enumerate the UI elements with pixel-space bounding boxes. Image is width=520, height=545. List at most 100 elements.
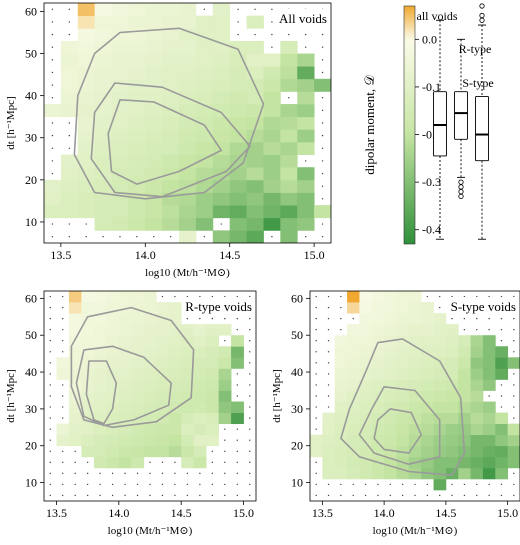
heatmap-cell (246, 192, 264, 206)
empty-cell-dot (74, 494, 76, 497)
heatmap-cell (181, 412, 195, 425)
empty-cell-dot (304, 235, 307, 238)
heatmap-cell (445, 346, 459, 358)
heatmap-cell (128, 116, 146, 130)
heatmap-cell (297, 192, 315, 206)
heatmap-cell (359, 313, 373, 325)
heatmap-cell (347, 379, 360, 391)
heatmap-cell (347, 335, 360, 347)
heatmap-cell (193, 434, 207, 447)
empty-cell-dot (111, 494, 114, 497)
empty-cell-dot (51, 84, 54, 86)
heatmap-cell (181, 434, 195, 447)
empty-cell-dot (62, 483, 64, 486)
heatmap-cell (212, 78, 231, 92)
empty-cell-dot (99, 472, 101, 475)
empty-cell-dot (352, 483, 354, 486)
outlier-point (479, 3, 485, 9)
empty-cell-dot (51, 33, 54, 36)
heatmap-cell (433, 357, 447, 369)
x-tick-label: 15.0 (233, 506, 254, 520)
empty-cell-dot (340, 494, 342, 497)
heatmap-cell (408, 379, 422, 391)
heatmap-cell (334, 456, 348, 469)
heatmap-cell (128, 192, 146, 206)
heatmap-cell (94, 3, 112, 17)
heatmap-cell (118, 313, 132, 325)
empty-cell-dot (340, 483, 342, 486)
heatmap-cell (179, 78, 197, 92)
empty-cell-dot (340, 317, 342, 320)
empty-cell-dot (271, 21, 273, 23)
empty-cell-dot (51, 134, 54, 137)
empty-cell-dot (315, 406, 317, 408)
empty-cell-dot (271, 8, 273, 11)
heatmap-cell (118, 379, 132, 391)
heatmap-cell (384, 423, 397, 436)
empty-cell-dot (224, 494, 226, 497)
heatmap-cell (68, 291, 82, 303)
heatmap-cell (458, 412, 471, 425)
heatmap-cell (68, 346, 82, 358)
heatmap-cell (396, 335, 410, 347)
heatmap-cell (359, 302, 373, 314)
heatmap-cell (212, 3, 231, 17)
heatmap-cell (263, 66, 281, 80)
heatmap-cell (193, 390, 207, 402)
y-tick-label: 20 (25, 173, 37, 187)
empty-cell-dot (169, 235, 172, 238)
heatmap-cell (81, 324, 95, 336)
heatmap-cell (495, 445, 509, 458)
heatmap-cell (56, 423, 70, 436)
empty-cell-dot (315, 306, 317, 309)
heatmap-cell (156, 313, 170, 325)
heatmap-cell (111, 205, 129, 219)
heatmap-cell (145, 78, 163, 92)
heatmap-cell (280, 179, 298, 193)
heatmap-cell (118, 401, 132, 413)
heatmap-cell (156, 390, 170, 402)
heatmap-cell (68, 412, 82, 425)
heatmap-cell (93, 401, 107, 413)
heatmap-cell (384, 434, 397, 447)
heatmap-cell (229, 167, 247, 181)
heatmap-cell (334, 346, 348, 358)
heatmap-cell (458, 434, 471, 447)
heatmap-cell (229, 40, 247, 54)
heatmap-cell (181, 324, 195, 336)
heatmap-cell (143, 423, 157, 436)
heatmap-cell (347, 401, 360, 413)
heatmap-cell (156, 324, 170, 336)
empty-cell-dot (271, 46, 273, 48)
heatmap-cell (396, 412, 410, 425)
heatmap-cell (229, 116, 247, 130)
heatmap-cell (162, 28, 180, 42)
heatmap-cell (359, 456, 373, 469)
heatmap-cell (181, 368, 195, 380)
heatmap-cell (106, 346, 120, 358)
heatmap-cell (408, 434, 422, 447)
heatmap-cell (77, 40, 96, 54)
empty-cell-dot (74, 450, 76, 452)
empty-cell-dot (321, 223, 324, 225)
heatmap-cell (68, 423, 82, 436)
heatmap-cell (168, 445, 182, 458)
heatmap-cell (111, 53, 129, 67)
heatmap-cell (212, 53, 231, 67)
heatmap-cell (56, 368, 70, 380)
heatmap-cell (145, 104, 163, 118)
heatmap-cell (193, 324, 207, 336)
empty-cell-dot (340, 328, 342, 331)
heatmap-cell (314, 205, 331, 219)
heatmap-cell (421, 412, 434, 425)
empty-cell-dot (315, 317, 317, 320)
empty-cell-dot (513, 483, 515, 486)
heatmap-cell (77, 15, 96, 29)
outlier-point (458, 189, 464, 195)
heatmap-cell (118, 456, 132, 469)
empty-cell-dot (340, 306, 342, 309)
empty-cell-dot (49, 494, 51, 497)
heatmap-cell (334, 379, 348, 391)
heatmap-cell (145, 66, 163, 80)
heatmap-cell (111, 141, 129, 155)
